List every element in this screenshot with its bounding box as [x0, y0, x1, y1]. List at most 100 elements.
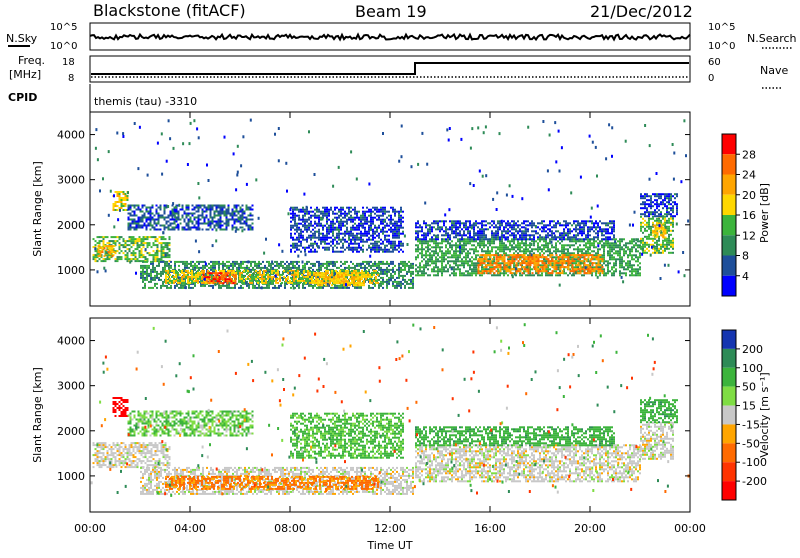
range-cell [348, 217, 350, 219]
range-cell [256, 263, 258, 265]
range-cell [356, 263, 358, 265]
range-cell [246, 209, 248, 211]
range-cell [342, 221, 344, 223]
range-cell [337, 278, 339, 280]
range-cell [241, 280, 243, 282]
range-cell [631, 272, 633, 274]
range-cell [167, 256, 169, 258]
range-cell [363, 280, 365, 282]
range-cell [482, 260, 484, 262]
range-cell [255, 274, 257, 276]
range-cell [429, 274, 431, 276]
range-cell [488, 264, 490, 266]
range-cell [386, 273, 388, 275]
range-cell [408, 279, 410, 281]
range-cell [112, 251, 114, 253]
range-cell [150, 271, 152, 273]
range-cell [127, 252, 129, 254]
range-cell [240, 209, 242, 211]
range-cell [164, 229, 166, 231]
range-cell [163, 242, 165, 244]
range-cell [463, 246, 465, 248]
range-cell [146, 227, 148, 229]
range-cell [362, 267, 364, 269]
range-cell [374, 243, 376, 245]
range-cell [187, 276, 189, 278]
range-cell [334, 229, 336, 231]
range-cell [173, 270, 175, 272]
range-cell [212, 263, 214, 265]
range-cell [170, 225, 172, 227]
range-cell [284, 263, 286, 265]
range-cell [219, 270, 221, 272]
range-cell [372, 245, 374, 247]
range-cell [394, 243, 396, 245]
range-cell [192, 287, 194, 289]
range-cell [135, 260, 137, 262]
range-cell [473, 250, 475, 252]
range-cell [325, 280, 327, 282]
range-cell [166, 221, 168, 223]
range-cell [177, 272, 179, 274]
range-cell [457, 266, 459, 268]
range-cell [285, 278, 287, 280]
range-cell [314, 227, 316, 229]
range-cell [210, 209, 212, 211]
range-cell [134, 207, 136, 209]
range-cell [194, 225, 196, 227]
range-cell [290, 217, 292, 219]
range-cell [525, 250, 527, 252]
range-cell [227, 282, 229, 284]
range-cell [250, 227, 252, 229]
range-cell [139, 244, 141, 246]
range-cell [417, 250, 419, 252]
range-cell [212, 265, 214, 267]
range-cell [172, 215, 174, 217]
range-cell [193, 276, 195, 278]
range-cell [212, 261, 214, 263]
range-cell [134, 215, 136, 217]
range-cell [408, 267, 410, 269]
range-cell [437, 266, 439, 268]
range-cell [306, 237, 308, 239]
range-cell [605, 272, 607, 274]
range-cell [382, 241, 384, 243]
range-cell [396, 287, 398, 289]
range-cell [201, 270, 203, 272]
range-cell [242, 211, 244, 213]
range-cell [486, 270, 488, 272]
range-cell [443, 238, 445, 240]
range-cell [318, 221, 320, 223]
range-cell [150, 223, 152, 225]
range-cell [336, 217, 338, 219]
range-cell [167, 254, 169, 256]
range-cell [388, 241, 390, 243]
range-cell [419, 268, 421, 270]
range-cell [209, 272, 211, 274]
range-cell [216, 215, 218, 217]
range-cell [308, 211, 310, 213]
range-cell [115, 203, 117, 205]
range-cell [467, 252, 469, 254]
range-cell [441, 246, 443, 248]
range-cell [226, 219, 228, 221]
range-cell [296, 209, 298, 211]
range-cell [137, 258, 139, 260]
range-cell [322, 235, 324, 237]
range-cell [326, 247, 328, 249]
range-cell [224, 229, 226, 231]
range-cell [565, 252, 567, 254]
range-cell [443, 260, 445, 262]
range-cell [308, 245, 310, 247]
range-cell [103, 236, 105, 238]
range-cell [282, 261, 284, 263]
range-cell [611, 258, 613, 260]
range-cell [183, 280, 185, 282]
range-cell [226, 265, 228, 267]
range-cell [196, 211, 198, 213]
range-cell [265, 274, 267, 276]
range-cell [313, 272, 315, 274]
range-cell [203, 282, 205, 284]
range-cell [344, 211, 346, 213]
range-cell [163, 238, 165, 240]
